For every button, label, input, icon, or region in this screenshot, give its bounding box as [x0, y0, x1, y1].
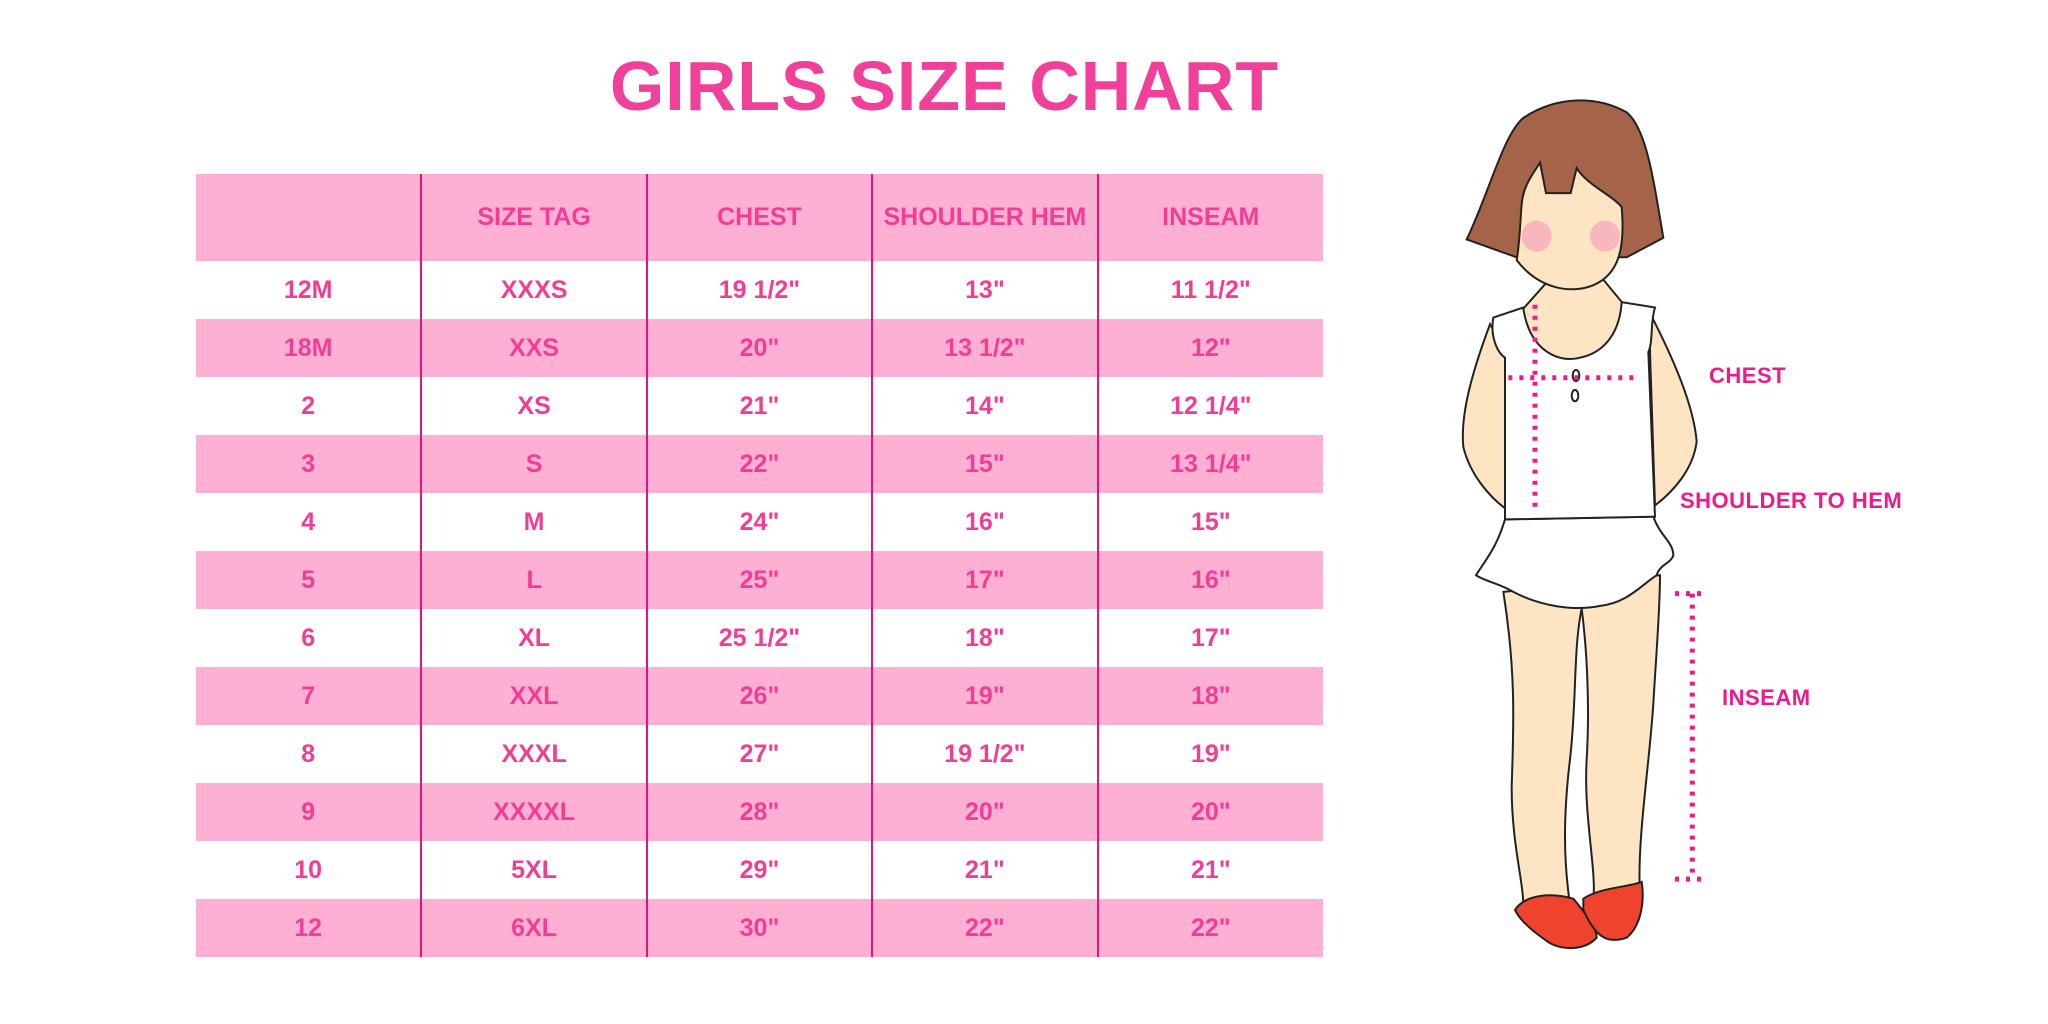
- table-row: 2 XS 21" 14" 12 1/4": [196, 377, 1323, 435]
- page-title: GIRLS SIZE CHART: [609, 47, 1280, 125]
- table-row: 6 XL 25 1/2" 18" 17": [196, 609, 1323, 667]
- table-cell: 15": [1096, 493, 1323, 551]
- table-row: 12 6XL 30" 22" 22": [196, 899, 1323, 957]
- column-header: INSEAM: [1096, 174, 1323, 261]
- table-cell: XXS: [420, 319, 647, 377]
- table-cell: 30": [645, 899, 873, 957]
- button-icon: [1572, 390, 1579, 401]
- table-cell: 5XL: [420, 841, 647, 899]
- shoulder-to-hem-label: SHOULDER TO HEM: [1680, 488, 1903, 513]
- table-cell: 10: [294, 855, 323, 884]
- table-cell: 20": [645, 319, 873, 377]
- table-cell: 6: [301, 623, 316, 652]
- left-arm: [1463, 324, 1507, 508]
- table-cell: 22": [1096, 899, 1323, 957]
- table-cell: XXL: [420, 667, 647, 725]
- table-row: 9 XXXXL 28" 20" 20": [196, 783, 1323, 841]
- table-cell: 21": [871, 841, 1098, 899]
- table-cell: 19 1/2": [871, 725, 1098, 783]
- table-row: 4 M 24" 16" 15": [196, 493, 1323, 551]
- inseam-label: INSEAM: [1722, 685, 1811, 710]
- table-cell: M: [420, 493, 647, 551]
- table-cell: XL: [420, 609, 647, 667]
- column-header: [196, 174, 422, 261]
- table-cell: 22": [871, 899, 1098, 957]
- table-row: 10 5XL 29" 21" 21": [196, 841, 1323, 899]
- table-cell: XXXS: [420, 261, 647, 319]
- table-cell: 12 1/4": [1096, 377, 1323, 435]
- right-arm: [1650, 313, 1697, 505]
- table-cell: 19": [1096, 725, 1323, 783]
- table-cell: 8: [301, 739, 316, 768]
- table-cell: 13": [871, 261, 1098, 319]
- table-cell: 14": [871, 377, 1098, 435]
- table-cell: 29": [645, 841, 873, 899]
- right-cheek: [1590, 220, 1620, 252]
- table-cell: 26": [645, 667, 873, 725]
- table-cell: 11 1/2": [1096, 261, 1323, 319]
- table-cell: 7: [196, 667, 422, 725]
- table-cell: 2: [301, 391, 316, 420]
- table-cell: 4: [301, 507, 316, 536]
- table-cell: 12: [196, 899, 422, 957]
- left-shoe: [1515, 895, 1597, 948]
- table-cell: 12": [1096, 319, 1323, 377]
- table-header-row: SIZE TAG CHEST SHOULDER HEM INSEAM: [196, 174, 1323, 261]
- table-cell: 13 1/2": [871, 319, 1098, 377]
- table-cell: 21": [1096, 841, 1323, 899]
- table-cell: 12M: [283, 275, 333, 304]
- table-cell: 20": [871, 783, 1098, 841]
- table-cell: 17": [1096, 609, 1323, 667]
- table-cell: XS: [420, 377, 647, 435]
- table-cell: 18": [871, 609, 1098, 667]
- table-cell: 17": [871, 551, 1098, 609]
- table-cell: 18": [1096, 667, 1323, 725]
- shirt: [1492, 302, 1655, 520]
- table-cell: 25 1/2": [645, 609, 873, 667]
- table-cell: 5: [196, 551, 422, 609]
- table-row: 12M XXXS 19 1/2" 13" 11 1/2": [196, 261, 1323, 319]
- table-row: 8 XXXL 27" 19 1/2" 19": [196, 725, 1323, 783]
- girl-measurement-illustration: [1440, 90, 1940, 960]
- chest-label: CHEST: [1709, 363, 1787, 388]
- table-cell: 28": [645, 783, 873, 841]
- table-cell: S: [420, 435, 647, 493]
- table-cell: 20": [1096, 783, 1323, 841]
- left-cheek: [1521, 220, 1552, 252]
- column-header: SHOULDER HEM: [871, 174, 1098, 261]
- table-cell: 13 1/4": [1096, 435, 1323, 493]
- table-cell: 15": [871, 435, 1098, 493]
- column-header: SIZE TAG: [420, 174, 647, 261]
- table-cell: 16": [871, 493, 1098, 551]
- table-cell: 16": [1096, 551, 1323, 609]
- legs: [1503, 575, 1660, 904]
- skirt: [1476, 517, 1673, 608]
- table-cell: L: [420, 551, 647, 609]
- table-row: 5 L 25" 17" 16": [196, 551, 1323, 609]
- table-row: 3 S 22" 15" 13 1/4": [196, 435, 1323, 493]
- table-cell: 25": [645, 551, 873, 609]
- table-row: 18M XXS 20" 13 1/2" 12": [196, 319, 1323, 377]
- face: [1517, 163, 1623, 290]
- table-row: 7 XXL 26" 19" 18": [196, 667, 1323, 725]
- table-cell: XXXL: [420, 725, 647, 783]
- table-cell: 18M: [196, 319, 422, 377]
- right-shoe: [1583, 882, 1642, 940]
- table-cell: 3: [196, 435, 422, 493]
- table-cell: 21": [645, 377, 873, 435]
- table-cell: 6XL: [420, 899, 647, 957]
- table-cell: 19 1/2": [645, 261, 873, 319]
- table-cell: XXXXL: [420, 783, 647, 841]
- size-chart-table: SIZE TAG CHEST SHOULDER HEM INSEAM 12M XXXS 1…: [196, 174, 1323, 957]
- table-cell: 22": [645, 435, 873, 493]
- column-header: CHEST: [645, 174, 873, 261]
- table-cell: 27": [645, 725, 873, 783]
- table-cell: 19": [871, 667, 1098, 725]
- table-cell: 24": [645, 493, 873, 551]
- table-cell: 9: [196, 783, 422, 841]
